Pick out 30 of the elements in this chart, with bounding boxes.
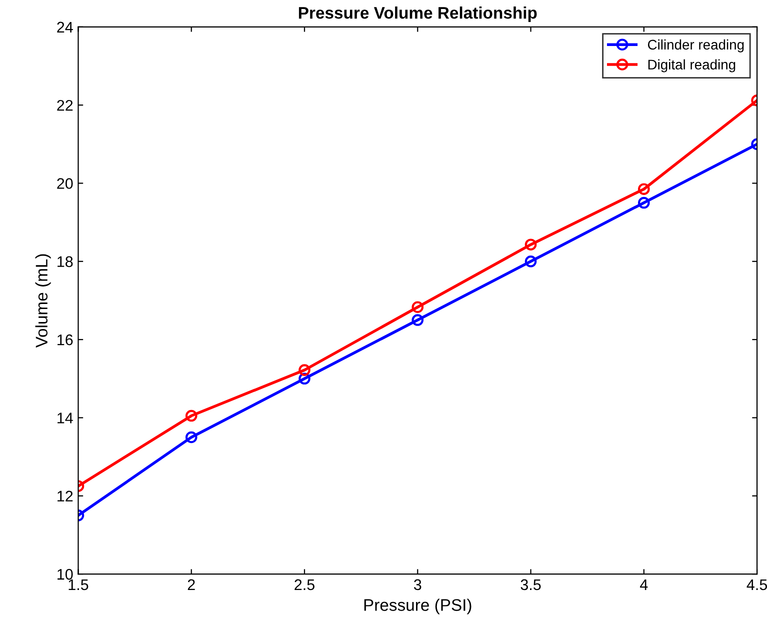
y-tick-label: 14 bbox=[58, 412, 73, 424]
y-tick-label: 12 bbox=[58, 490, 73, 502]
x-tick-label: 4.5 bbox=[746, 579, 767, 590]
y-axis-title: Volume (mL) bbox=[35, 254, 51, 348]
point bbox=[298, 364, 310, 376]
x-tick-label: 3.5 bbox=[520, 579, 541, 590]
x-axis-title: Pressure (PSI) bbox=[364, 598, 472, 614]
y-tick-label: 10 bbox=[58, 568, 73, 580]
point bbox=[298, 372, 310, 385]
point bbox=[638, 183, 650, 196]
x-tick-label: 3 bbox=[414, 579, 422, 590]
x-tick-label: 1.5 bbox=[68, 579, 88, 590]
x-tick-label: 2 bbox=[188, 579, 195, 590]
x-tick-label: 4 bbox=[640, 579, 648, 590]
x-tick-label: 2.5 bbox=[294, 579, 314, 590]
point bbox=[524, 238, 537, 250]
chart-title: Pressure Volume Relationship bbox=[298, 6, 537, 22]
point bbox=[524, 255, 537, 268]
legend-label: Cilinder reading bbox=[648, 39, 744, 52]
point bbox=[185, 410, 198, 422]
y-tick-label: 24 bbox=[57, 22, 73, 32]
y-tick-label: 18 bbox=[58, 256, 73, 268]
y-tick-label: 16 bbox=[58, 334, 73, 346]
y-tick-label: 22 bbox=[57, 100, 73, 111]
legend-label: Digital reading bbox=[648, 59, 736, 72]
point bbox=[185, 431, 198, 444]
point bbox=[638, 196, 650, 209]
y-tick-label: 20 bbox=[57, 178, 73, 189]
point bbox=[412, 314, 424, 326]
point bbox=[412, 301, 424, 314]
